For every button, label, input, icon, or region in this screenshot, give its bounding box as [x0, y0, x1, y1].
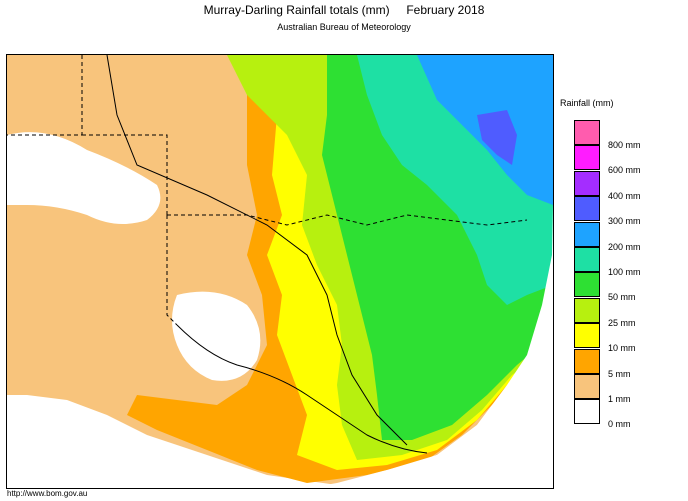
- legend-swatch: [574, 374, 600, 399]
- legend-label: 100 mm: [608, 267, 641, 277]
- legend-swatch: [574, 297, 600, 323]
- southern-ocean: [7, 405, 147, 488]
- border-nsw-vic: [176, 324, 428, 454]
- legend-label: 200 mm: [608, 241, 641, 252]
- legend-swatch: [574, 399, 600, 425]
- legend-swatch: [574, 120, 600, 145]
- legend-label: 400 mm: [608, 190, 641, 201]
- map-title: Murray-Darling Rainfall totals (mm) Febr…: [203, 3, 485, 17]
- dry-region-central: [172, 291, 261, 381]
- border-qld-sa: [82, 134, 168, 215]
- legend-swatch: [574, 145, 600, 171]
- rainfall-map-canvas: [7, 55, 553, 488]
- legend-swatch: [574, 221, 600, 247]
- legend-label: 5 mm: [608, 368, 631, 379]
- legend-swatch: [574, 272, 600, 298]
- legend-swatch: [574, 323, 600, 349]
- legend-label: 50 mm: [608, 292, 636, 303]
- legend-swatch: [574, 247, 600, 272]
- band-300-400mm: [477, 110, 517, 165]
- dry-region-west: [7, 132, 161, 224]
- legend-label: 300 mm: [608, 216, 641, 227]
- map-subtitle: Australian Bureau of Meteorology: [277, 22, 411, 32]
- border-sa-nsw: [166, 215, 178, 326]
- legend-swatch: [574, 196, 600, 222]
- legend-label: 10 mm: [608, 343, 636, 354]
- legend-label: 600 mm: [608, 165, 641, 176]
- legend-swatch: [574, 348, 600, 374]
- border-qld-nsw: [167, 214, 528, 226]
- bom-url: http://www.bom.gov.au: [7, 489, 88, 498]
- legend-title: Rainfall (mm): [560, 98, 614, 108]
- state-borders: [7, 55, 528, 454]
- legend-label: 800 mm: [608, 140, 641, 150]
- rainfall-map: [6, 54, 554, 489]
- legend-swatch: [574, 170, 600, 196]
- ocean: [307, 55, 553, 488]
- murray-darling-basin: [106, 55, 408, 446]
- legend-label: 0 mm: [608, 419, 631, 430]
- legend-label: 25 mm: [608, 317, 636, 328]
- legend-label: 1 mm: [608, 394, 631, 404]
